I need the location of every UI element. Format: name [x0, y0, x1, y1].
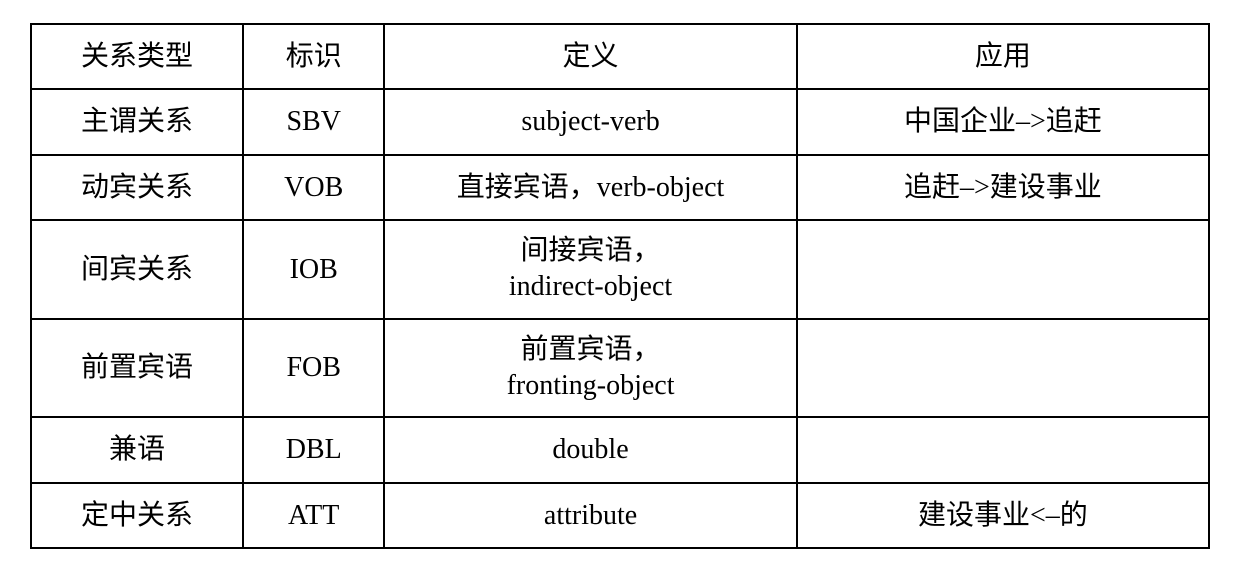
dependency-relation-table: 关系类型 标识 定义 应用 主谓关系 SBV subject-verb 中国企业…: [30, 23, 1210, 549]
cell-application: [797, 319, 1209, 418]
header-application: 应用: [797, 24, 1209, 89]
cell-relation: 间宾关系: [31, 220, 243, 319]
cell-definition: 间接宾语， indirect-object: [384, 220, 796, 319]
cell-definition: subject-verb: [384, 89, 796, 154]
cell-label: IOB: [243, 220, 384, 319]
header-relation-type: 关系类型: [31, 24, 243, 89]
cell-application: 中国企业–>追赶: [797, 89, 1209, 154]
cell-relation: 兼语: [31, 417, 243, 482]
table-row: 动宾关系 VOB 直接宾语，verb-object 追赶–>建设事业: [31, 155, 1209, 220]
definition-line2: fronting-object: [507, 370, 675, 401]
cell-definition: double: [384, 417, 796, 482]
cell-application: 建设事业<–的: [797, 483, 1209, 548]
table-header-row: 关系类型 标识 定义 应用: [31, 24, 1209, 89]
cell-relation: 定中关系: [31, 483, 243, 548]
cell-label: VOB: [243, 155, 384, 220]
table-row: 前置宾语 FOB 前置宾语， fronting-object: [31, 319, 1209, 418]
table: 关系类型 标识 定义 应用 主谓关系 SBV subject-verb 中国企业…: [30, 23, 1210, 549]
cell-application: [797, 417, 1209, 482]
cell-application: [797, 220, 1209, 319]
definition-line1: 前置宾语，: [521, 334, 661, 365]
cell-label: SBV: [243, 89, 384, 154]
cell-definition: 直接宾语，verb-object: [384, 155, 796, 220]
definition-line2: indirect-object: [509, 271, 672, 302]
cell-label: FOB: [243, 319, 384, 418]
cell-definition: 前置宾语， fronting-object: [384, 319, 796, 418]
table-row: 兼语 DBL double: [31, 417, 1209, 482]
cell-relation: 主谓关系: [31, 89, 243, 154]
table-row: 间宾关系 IOB 间接宾语， indirect-object: [31, 220, 1209, 319]
header-definition: 定义: [384, 24, 796, 89]
cell-definition: attribute: [384, 483, 796, 548]
cell-label: ATT: [243, 483, 384, 548]
definition-line1: 间接宾语，: [521, 235, 661, 266]
table-row: 定中关系 ATT attribute 建设事业<–的: [31, 483, 1209, 548]
header-label: 标识: [243, 24, 384, 89]
cell-application: 追赶–>建设事业: [797, 155, 1209, 220]
table-row: 主谓关系 SBV subject-verb 中国企业–>追赶: [31, 89, 1209, 154]
cell-relation: 前置宾语: [31, 319, 243, 418]
cell-label: DBL: [243, 417, 384, 482]
cell-relation: 动宾关系: [31, 155, 243, 220]
